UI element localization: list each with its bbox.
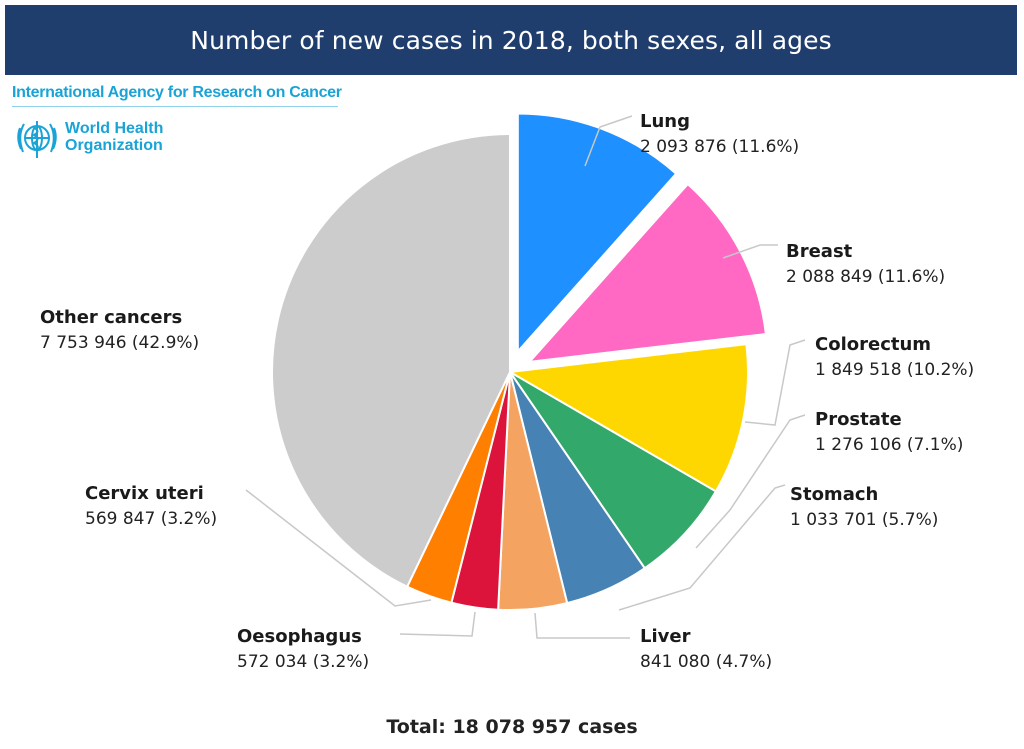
slice-value-oesophagus: 572 034 (3.2%): [237, 652, 369, 672]
pie-slice-colorectum: [506, 343, 749, 493]
slice-label-lung: Lung: [640, 111, 690, 132]
slice-label-cervix-uteri: Cervix uteri: [85, 483, 204, 504]
iarc-underline: [12, 106, 338, 107]
pie-slice-other-cancers: [271, 132, 511, 588]
leader-line-colorectum: [744, 339, 806, 426]
leader-line-liver: [534, 612, 630, 639]
slice-value-other-cancers: 7 753 946 (42.9%): [40, 333, 199, 353]
leader-line-lung: [584, 115, 633, 167]
slice-value-stomach: 1 033 701 (5.7%): [790, 510, 938, 530]
leader-line-breast: [722, 244, 778, 259]
slice-label-liver: Liver: [640, 626, 691, 647]
pie-slice-prostate: [509, 371, 718, 570]
leader-line-prostate: [695, 414, 806, 549]
slice-label-prostate: Prostate: [815, 409, 902, 430]
slice-value-cervix-uteri: 569 847 (3.2%): [85, 509, 217, 529]
slice-label-oesophagus: Oesophagus: [237, 626, 362, 647]
leader-line-oesophagus: [399, 611, 476, 637]
slice-value-breast: 2 088 849 (11.6%): [786, 267, 945, 287]
pie-slice-lung: [516, 112, 678, 355]
chart-title: Number of new cases in 2018, both sexes,…: [5, 5, 1017, 75]
who-line-1: World Health: [65, 120, 164, 137]
slice-value-liver: 841 080 (4.7%): [640, 652, 772, 672]
slice-value-lung: 2 093 876 (11.6%): [640, 137, 799, 157]
slice-label-other-cancers: Other cancers: [40, 307, 182, 328]
slice-value-colorectum: 1 849 518 (10.2%): [815, 360, 974, 380]
who-line-2: Organization: [65, 137, 163, 154]
leader-line-stomach: [618, 484, 786, 611]
iarc-logo-text: International Agency for Research on Can…: [12, 84, 342, 101]
total-cases: Total: 18 078 957 cases: [386, 716, 638, 738]
slice-label-breast: Breast: [786, 241, 853, 262]
slice-value-prostate: 1 276 106 (7.1%): [815, 435, 963, 455]
leader-line-cervix-uteri: [245, 489, 432, 607]
slice-label-stomach: Stomach: [790, 484, 878, 505]
who-emblem-icon: [17, 121, 57, 158]
who-logo-text: World Health Organization: [65, 120, 163, 154]
slice-label-colorectum: Colorectum: [815, 334, 931, 355]
